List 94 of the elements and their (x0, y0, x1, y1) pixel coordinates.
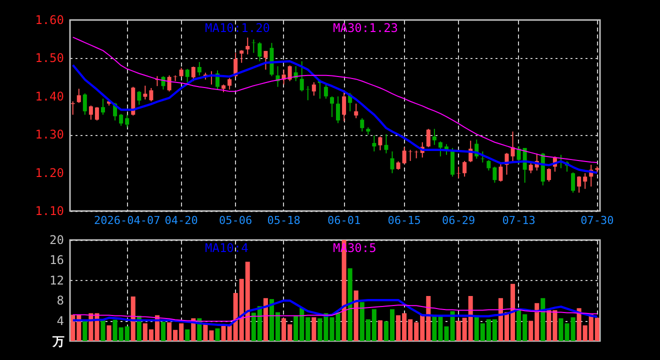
bar (100, 320, 106, 341)
candlestick (252, 38, 256, 54)
bar (354, 290, 358, 341)
candlestick (577, 176, 582, 194)
y-tick-label: 20 (50, 233, 64, 247)
candlestick (342, 90, 346, 122)
text: MA30:1.23 (333, 21, 398, 35)
candlestick (546, 168, 551, 182)
candlestick (583, 172, 588, 190)
candlestick (100, 98, 105, 116)
candlestick (372, 134, 376, 152)
candlestick (125, 114, 130, 128)
y-tick-label: 1.20 (35, 166, 64, 180)
y-tick-label: 1.10 (35, 204, 64, 218)
candlestick (571, 172, 576, 194)
candlestick (197, 62, 202, 76)
candlestick (82, 92, 87, 116)
candlestick (528, 162, 533, 174)
y-tick-label: 1.40 (35, 89, 64, 104)
line-series (72, 304, 598, 322)
candlestick (498, 162, 503, 182)
candlestick (480, 150, 485, 163)
candlestick (402, 146, 406, 165)
x-tick-label: 2026-04-07 (94, 214, 160, 227)
y-tick-label: 12 (50, 273, 64, 288)
candlestick (179, 67, 184, 78)
candlestick (240, 50, 244, 64)
candlestick (258, 42, 262, 62)
candlestick (143, 85, 148, 100)
candlestick (76, 88, 81, 104)
bar (263, 298, 268, 341)
candlestick (408, 149, 412, 162)
candlestick (264, 50, 268, 70)
x-tick-label: 06-29 (442, 214, 476, 227)
bar (160, 322, 166, 341)
y-tick-label: 4 (56, 314, 64, 328)
line-series (72, 298, 598, 326)
candlestick (88, 105, 93, 120)
candlestick (378, 136, 382, 151)
x-tick-label: 07-30 (580, 214, 614, 227)
candlestick (94, 106, 99, 121)
candlestick (438, 140, 442, 157)
x-tick-label: 05-06 (219, 214, 252, 227)
bar (185, 329, 190, 341)
y-tick-label: 1.50 (35, 51, 64, 66)
bar (540, 298, 546, 341)
bar (378, 320, 382, 341)
candlestick (119, 113, 124, 126)
y-tick-label: 8 (56, 294, 64, 308)
bar (348, 268, 352, 341)
y-tick-label: 1.30 (35, 128, 64, 142)
x-tick-label: 05-18 (267, 214, 300, 227)
bar (130, 296, 136, 341)
candlestick (390, 150, 394, 174)
x-tick-label: 07-13 (502, 214, 536, 227)
candlestick (426, 128, 430, 148)
candlestick (384, 134, 388, 154)
bar (312, 317, 316, 341)
candlestick (185, 68, 190, 83)
candlestick (300, 60, 304, 92)
candlestick (324, 84, 328, 100)
x-tick-label: 06-15 (388, 214, 421, 227)
candlestick (432, 128, 436, 146)
candlestick (360, 118, 364, 132)
candlestick (288, 64, 292, 82)
candlestick (312, 82, 316, 96)
candlestick (137, 90, 142, 106)
candlestick (456, 166, 461, 179)
candlestick (191, 66, 196, 82)
text: MA10:4 (205, 241, 248, 255)
text: MA10:1.20 (205, 21, 270, 35)
y-tick-label: 1.60 (35, 13, 64, 27)
candlestick (486, 160, 491, 172)
candlestick (516, 146, 521, 165)
candlestick (354, 103, 358, 119)
candlestick (330, 96, 334, 118)
y-tick-label: 16 (50, 253, 64, 268)
candlestick (450, 147, 455, 178)
candlestick (246, 37, 250, 55)
candlestick (510, 131, 515, 164)
candlestick (167, 74, 172, 92)
bar (82, 320, 88, 341)
x-tick-label: 04-20 (164, 214, 198, 227)
bar (336, 312, 340, 341)
candlestick (492, 166, 497, 184)
candlestick (336, 96, 340, 124)
candlestick (149, 87, 154, 102)
candlestick (462, 160, 467, 178)
candlestick (306, 86, 310, 101)
y-axis-title: 万 (52, 334, 64, 348)
x-tick-label: 06-01 (327, 214, 361, 227)
bar (215, 328, 220, 341)
candlestick (228, 78, 232, 90)
bar (106, 325, 112, 341)
